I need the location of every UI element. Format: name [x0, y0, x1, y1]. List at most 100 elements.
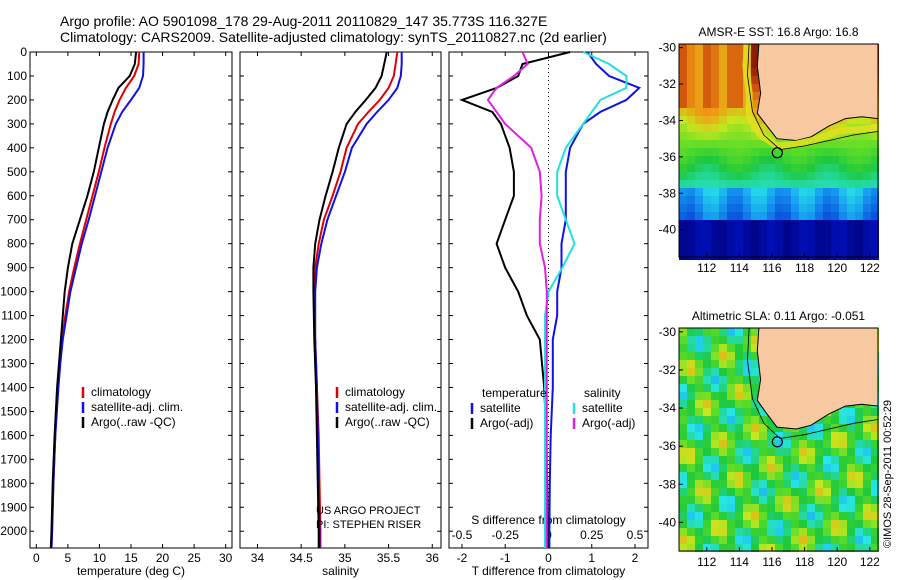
map-cell — [751, 204, 759, 212]
map-cell — [807, 204, 815, 212]
map-cell — [799, 204, 807, 212]
map-cell — [687, 360, 695, 368]
map-cell — [783, 236, 791, 244]
map-cell — [703, 76, 711, 84]
map-cell — [695, 156, 703, 164]
map-cell — [727, 228, 735, 236]
map-cell — [751, 376, 759, 384]
map-cell — [751, 244, 759, 252]
x-tick-label: 35 — [338, 551, 352, 565]
map-cell — [759, 528, 767, 536]
map-cell — [711, 512, 719, 520]
map-cell — [735, 424, 743, 432]
map-cell — [695, 448, 703, 456]
map-cell — [799, 504, 807, 512]
map-x-tick-label: 114 — [730, 261, 749, 275]
y-tick-label: 1000 — [0, 285, 27, 299]
map-cell — [823, 536, 831, 544]
map-cell — [711, 440, 719, 448]
map-cell — [719, 92, 727, 100]
map-cell — [719, 60, 727, 68]
map-cell — [751, 392, 759, 400]
map-cell — [863, 440, 871, 448]
map-cell — [855, 528, 863, 536]
map-cell — [823, 464, 831, 472]
map-cell — [783, 472, 791, 480]
map-cell — [759, 252, 767, 260]
credits-project: US ARGO PROJECT — [316, 505, 421, 517]
y-tick-label: 1300 — [0, 356, 27, 370]
map-cell — [775, 252, 783, 260]
map-cell — [735, 504, 743, 512]
map-cell — [863, 544, 871, 552]
map-cell — [831, 456, 839, 464]
map-cell — [719, 464, 727, 472]
map-cell — [695, 392, 703, 400]
map-cell — [815, 544, 823, 552]
map-cell — [751, 456, 759, 464]
map-cell — [807, 172, 815, 180]
map-cell — [775, 536, 783, 544]
map-cell — [679, 172, 687, 180]
y-tick-label: 700 — [7, 213, 27, 227]
map-cell — [695, 252, 703, 260]
map-cell — [719, 448, 727, 456]
y-tick-label: 1100 — [1, 309, 27, 323]
map-cell — [735, 172, 743, 180]
map-cell — [815, 188, 823, 196]
map-cell — [743, 228, 751, 236]
sst-map — [679, 43, 879, 260]
map-cell — [799, 180, 807, 188]
map-cell — [799, 252, 807, 260]
map-cell — [855, 220, 863, 228]
map-cell — [767, 164, 775, 172]
map-cell — [823, 220, 831, 228]
map-cell — [839, 464, 847, 472]
map-cell — [703, 448, 711, 456]
map-cell — [711, 60, 719, 68]
map-cell — [727, 132, 735, 140]
map-cell — [735, 228, 743, 236]
map-cell — [719, 496, 727, 504]
x-tick-label: -2 — [457, 551, 468, 565]
map-cell — [751, 408, 759, 416]
map-cell — [751, 368, 759, 376]
map-cell — [783, 512, 791, 520]
map-cell — [871, 536, 879, 544]
map-cell — [847, 536, 855, 544]
map-cell — [839, 212, 847, 220]
map-cell — [791, 472, 799, 480]
map-cell — [783, 148, 791, 156]
map-cell — [791, 204, 799, 212]
map-cell — [687, 164, 695, 172]
map-cell — [727, 480, 735, 488]
map-y-tick-label: -30 — [659, 325, 677, 339]
map-cell — [743, 400, 751, 408]
map-cell — [855, 156, 863, 164]
map-cell — [743, 368, 751, 376]
map-cell — [823, 504, 831, 512]
map-cell — [695, 100, 703, 108]
map-cell — [719, 512, 727, 520]
map-cell — [687, 212, 695, 220]
map-y-tick-label: -38 — [659, 186, 677, 200]
map-cell — [751, 480, 759, 488]
map-cell — [735, 368, 743, 376]
map-cell — [775, 512, 783, 520]
map-cell — [735, 528, 743, 536]
map-cell — [695, 108, 703, 116]
map-cell — [695, 132, 703, 140]
map-cell — [735, 328, 743, 336]
map-cell — [799, 496, 807, 504]
map-cell — [687, 148, 695, 156]
map-cell — [703, 368, 711, 376]
map-cell — [783, 528, 791, 536]
map-cell — [703, 376, 711, 384]
map-cell — [735, 376, 743, 384]
map-cell — [711, 400, 719, 408]
map-cell — [799, 164, 807, 172]
map-cell — [751, 164, 759, 172]
map-cell — [783, 432, 791, 440]
map-cell — [743, 480, 751, 488]
map-cell — [711, 188, 719, 196]
